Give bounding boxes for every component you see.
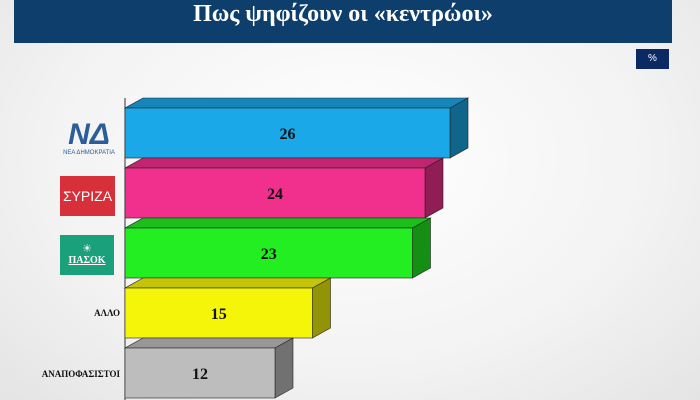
bar-top-face <box>123 157 445 169</box>
category-label-undecided: ΑΝΑΠΟΦΑΣΙΣΤΟΙ <box>41 369 120 379</box>
bar-top-face <box>123 97 470 109</box>
bar-side-face <box>449 97 469 159</box>
syriza-logo: ΣΥΡΙΖΑ <box>60 176 115 216</box>
data-label: 26 <box>280 126 296 143</box>
data-label: 24 <box>267 186 283 203</box>
nd-logo-mark: ΝΔ <box>68 118 110 151</box>
bar-side-face <box>274 337 294 399</box>
bar-top-face <box>123 217 432 229</box>
data-label: 12 <box>192 366 208 383</box>
bar <box>124 107 451 159</box>
pasok-logo: ☀ ΠΑΣΟΚ <box>60 235 114 275</box>
bar <box>124 167 426 219</box>
chart-title: Πως ψηφίζουν οι «κεντρώοι» <box>14 0 672 43</box>
pasok-logo-mark: ΠΑΣΟΚ <box>68 255 106 266</box>
bar <box>124 347 276 399</box>
nd-logo: ΝΔ ΝΕΑ ΔΗΜΟΚΡΑΤΙΑ <box>58 116 120 160</box>
sun-icon: ☀ <box>82 243 92 255</box>
nd-logo-text: ΝΕΑ ΔΗΜΟΚΡΑΤΙΑ <box>63 150 115 156</box>
unit-badge: % <box>636 49 669 69</box>
bar-side-face <box>424 157 444 219</box>
data-label: 15 <box>211 306 227 323</box>
bar-top-face <box>123 337 295 349</box>
data-label: 23 <box>261 246 277 263</box>
bar <box>124 227 413 279</box>
category-label-other: ΑΛΛΟ <box>94 308 120 318</box>
bar-side-face <box>312 277 331 339</box>
syriza-logo-mark: ΣΥΡΙΖΑ <box>62 188 113 204</box>
bar-top-face <box>123 277 332 289</box>
bar-side-face <box>412 217 431 279</box>
bar <box>124 287 313 339</box>
